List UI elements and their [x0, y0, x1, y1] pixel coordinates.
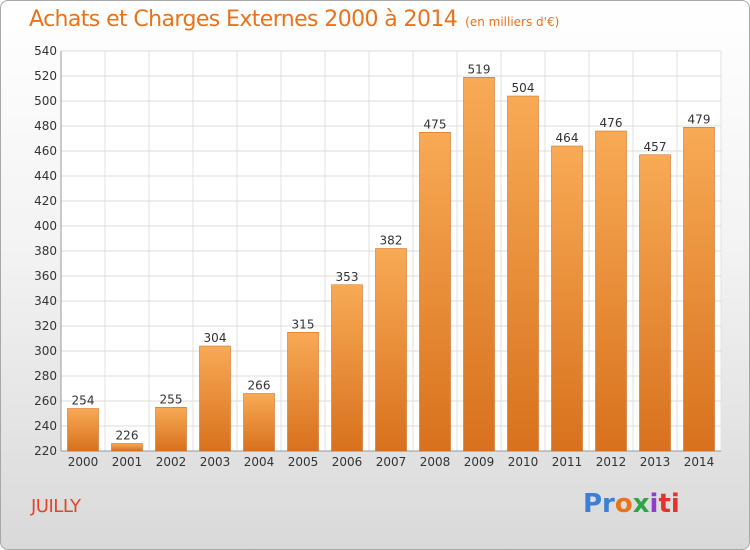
y-tick-label: 280 [34, 369, 57, 383]
data-label: 254 [72, 394, 95, 408]
proxiti-logo[interactable]: Proxiti [583, 489, 680, 519]
bar [243, 393, 275, 452]
bar [551, 145, 583, 452]
data-label: 304 [204, 331, 227, 345]
x-tick-label: 2000 [68, 455, 99, 469]
bar [683, 127, 715, 452]
x-tick-label: 2013 [640, 455, 671, 469]
y-tick-label: 420 [34, 194, 57, 208]
data-label: 353 [336, 270, 359, 284]
y-tick-label: 360 [34, 269, 57, 283]
bar [111, 443, 143, 452]
bar [67, 408, 99, 452]
bar [463, 77, 495, 452]
x-tick-label: 2009 [464, 455, 495, 469]
y-tick-label: 300 [34, 344, 57, 358]
data-label: 476 [600, 116, 623, 130]
data-label: 479 [688, 112, 711, 126]
chart-title: Achats et Charges Externes 2000 à 2014 [29, 7, 458, 32]
x-tick-label: 2004 [244, 455, 275, 469]
y-tick-label: 480 [34, 119, 57, 133]
y-tick-label: 220 [34, 444, 57, 458]
bar [287, 332, 319, 452]
bar [419, 132, 451, 452]
bar [199, 345, 231, 452]
data-label: 382 [380, 234, 403, 248]
bar [155, 407, 187, 452]
bar [331, 284, 363, 452]
x-tick-label: 2003 [200, 455, 231, 469]
y-tick-label: 460 [34, 144, 57, 158]
data-label: 475 [424, 117, 447, 131]
y-tick-label: 340 [34, 294, 57, 308]
data-label: 519 [468, 62, 491, 76]
data-label: 504 [512, 81, 535, 95]
y-tick-label: 320 [34, 319, 57, 333]
y-tick-label: 380 [34, 244, 57, 258]
bar [375, 248, 407, 452]
y-tick-label: 260 [34, 394, 57, 408]
data-label: 315 [292, 317, 315, 331]
chart-title-block: Achats et Charges Externes 2000 à 2014 (e… [29, 7, 559, 32]
x-tick-label: 2005 [288, 455, 319, 469]
bar [595, 130, 627, 452]
y-tick-label: 240 [34, 419, 57, 433]
data-label: 457 [644, 140, 667, 154]
data-label: 266 [248, 379, 271, 393]
x-tick-label: 2002 [156, 455, 187, 469]
data-label: 226 [116, 429, 139, 443]
chart-subtitle: (en milliers d'€) [465, 15, 560, 29]
city-name: JUILLY [31, 496, 81, 517]
x-tick-label: 2007 [376, 455, 407, 469]
data-label: 255 [160, 392, 183, 406]
y-tick-label: 520 [34, 69, 57, 83]
y-tick-label: 540 [34, 44, 57, 58]
y-tick-label: 400 [34, 219, 57, 233]
y-tick-label: 500 [34, 94, 57, 108]
x-tick-label: 2001 [112, 455, 143, 469]
x-tick-label: 2006 [332, 455, 363, 469]
x-tick-label: 2010 [508, 455, 539, 469]
x-tick-label: 2014 [684, 455, 715, 469]
x-tick-label: 2012 [596, 455, 627, 469]
data-label: 464 [556, 131, 579, 145]
bar [507, 95, 539, 452]
x-tick-label: 2008 [420, 455, 451, 469]
bar [639, 154, 671, 452]
y-tick-label: 440 [34, 169, 57, 183]
x-tick-label: 2011 [552, 455, 583, 469]
